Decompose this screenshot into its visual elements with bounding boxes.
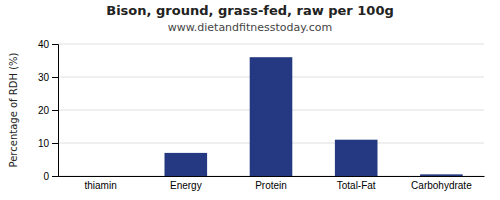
axis-line [59, 176, 485, 177]
chart: Bison, ground, grass-fed, raw per 100g ww… [0, 0, 500, 200]
tick-label: 10 [38, 138, 50, 149]
tick: 30 [38, 72, 58, 83]
tick: Total-Fat [337, 180, 376, 191]
axis-line [52, 45, 59, 177]
tick-label: 30 [38, 72, 50, 83]
tick-label: 20 [38, 105, 50, 116]
tick: Carbohydrate [411, 180, 472, 191]
y-axis: 0 10 20 30 40 [38, 39, 59, 182]
tick-label: Protein [255, 180, 287, 191]
bar [165, 153, 208, 176]
grid-line [58, 44, 484, 45]
y-axis-title: Percentage of RDH (%) [8, 52, 19, 167]
tick-label: 0 [43, 171, 49, 182]
tick-mark [52, 44, 58, 45]
tick: Protein [255, 180, 287, 191]
grid [58, 44, 484, 176]
subtitle: www.dietandfitnesstoday.com [168, 21, 332, 34]
tick-mark [52, 110, 58, 111]
bar [250, 57, 293, 176]
tick-mark [52, 143, 58, 144]
tick-label: Energy [170, 180, 202, 191]
tick: 0 [43, 171, 58, 182]
tick-label: Total-Fat [337, 180, 376, 191]
x-axis: thiamin Energy Protein Total-Fat Carbohydrat… [59, 177, 485, 192]
tick: 40 [38, 39, 58, 50]
bar [335, 140, 378, 176]
tick: Energy [170, 180, 202, 191]
title: Bison, ground, grass-fed, raw per 100g [106, 3, 394, 18]
tick-mark [52, 176, 58, 177]
tick-label: 40 [38, 39, 50, 50]
tick: 20 [38, 105, 58, 116]
bars [165, 57, 463, 176]
bar [420, 174, 463, 176]
tick: thiamin [84, 180, 116, 191]
bar [79, 176, 122, 177]
tick-label: Carbohydrate [411, 180, 472, 191]
tick: 10 [38, 138, 58, 149]
plot: 0 10 20 30 40 thiamin Energy Protein Total-Fat Ca… [38, 39, 485, 191]
tick-label: thiamin [84, 180, 116, 191]
tick-mark [52, 77, 58, 78]
